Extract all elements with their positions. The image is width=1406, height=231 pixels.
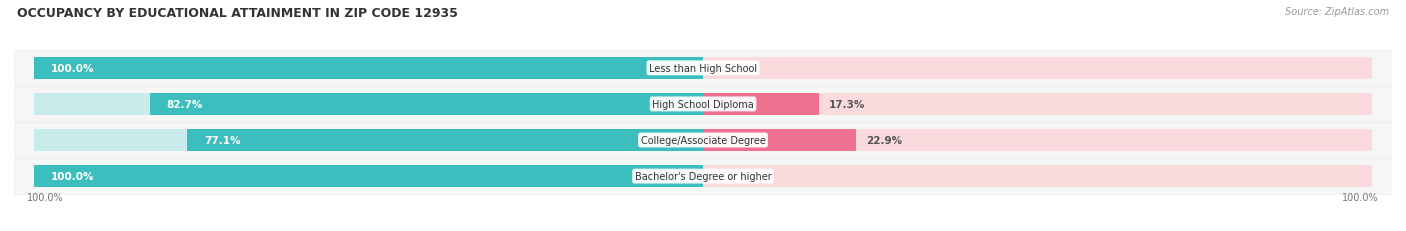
Text: 82.7%: 82.7%: [166, 100, 202, 109]
Bar: [187, 129, 703, 152]
Bar: [34, 165, 703, 188]
Text: Less than High School: Less than High School: [650, 64, 756, 73]
Bar: [150, 93, 703, 116]
Text: High School Diploma: High School Diploma: [652, 100, 754, 109]
Text: College/Associate Degree: College/Associate Degree: [641, 135, 765, 145]
Bar: [14, 159, 1392, 194]
Text: Bachelor's Degree or higher: Bachelor's Degree or higher: [634, 171, 772, 181]
Bar: [703, 165, 1372, 188]
Bar: [34, 129, 703, 152]
Bar: [703, 93, 818, 116]
Text: 22.9%: 22.9%: [866, 135, 903, 145]
Bar: [34, 57, 703, 80]
Text: Source: ZipAtlas.com: Source: ZipAtlas.com: [1285, 7, 1389, 17]
Bar: [34, 93, 703, 116]
Text: 100.0%: 100.0%: [51, 171, 94, 181]
Text: 0.0%: 0.0%: [717, 171, 745, 181]
Bar: [703, 129, 856, 152]
Text: 100.0%: 100.0%: [51, 64, 94, 73]
Text: 100.0%: 100.0%: [1341, 193, 1378, 203]
Bar: [14, 87, 1392, 122]
Text: OCCUPANCY BY EDUCATIONAL ATTAINMENT IN ZIP CODE 12935: OCCUPANCY BY EDUCATIONAL ATTAINMENT IN Z…: [17, 7, 458, 20]
Text: 77.1%: 77.1%: [204, 135, 240, 145]
Bar: [34, 57, 703, 80]
Text: 17.3%: 17.3%: [828, 100, 865, 109]
Bar: [14, 123, 1392, 158]
Bar: [34, 165, 703, 188]
Bar: [703, 93, 1372, 116]
Text: 100.0%: 100.0%: [28, 193, 65, 203]
Bar: [703, 129, 1372, 152]
Text: 0.0%: 0.0%: [717, 64, 745, 73]
Bar: [703, 57, 1372, 80]
Bar: [14, 51, 1392, 86]
